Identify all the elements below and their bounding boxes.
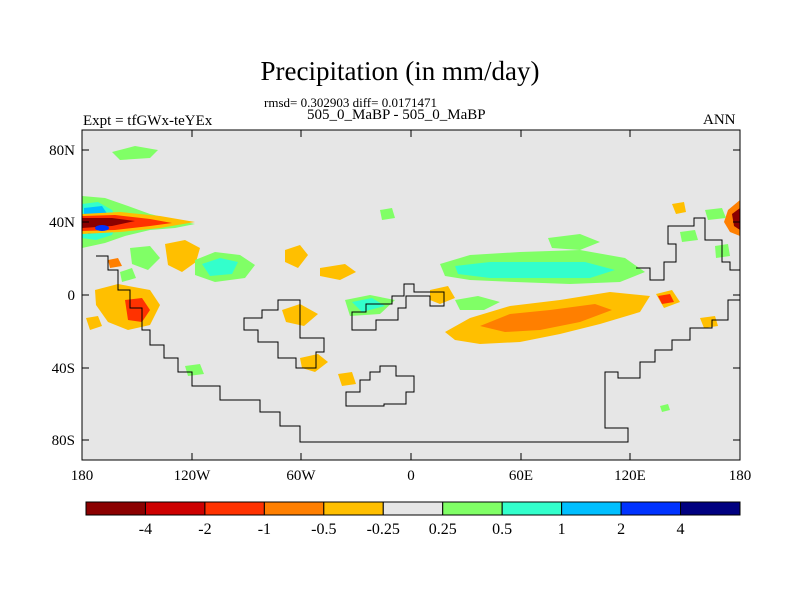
contour-sp-darkorange <box>480 304 612 332</box>
contour-misc-green-4 <box>680 230 698 242</box>
colorbar-labels: -4 -2 -1 -0.5 -0.25 0.25 0.5 1 2 4 <box>139 521 685 538</box>
lon-label-180w: 180 <box>71 468 94 484</box>
lon-tick-labels: 180 120W 60W 0 60E 120E 180 <box>71 468 752 484</box>
lat-label-0: 0 <box>68 288 76 304</box>
coastline-west <box>96 217 741 443</box>
lat-ticks <box>82 149 740 441</box>
coastline-central <box>243 299 325 369</box>
colorbar-swatch <box>85 501 146 516</box>
contour-wp-small-2 <box>120 268 136 282</box>
colorbar-swatch <box>204 501 265 516</box>
colorbar-label: 4 <box>677 521 685 538</box>
lon-label-0: 0 <box>407 468 415 484</box>
lon-label-180e: 180 <box>729 468 752 484</box>
case-comparison-label: 505_0_MaBP - 505_0_MaBP <box>307 107 486 123</box>
continent-outlines <box>96 217 741 443</box>
lat-label-80s: 80S <box>52 433 75 449</box>
contour-east-orange-patch <box>672 202 686 214</box>
colorbar-label: -0.25 <box>367 521 400 538</box>
contour-east-darkred <box>732 208 740 230</box>
plot-title: Precipitation (in mm/day) <box>260 56 540 86</box>
colorbar-swatch <box>680 501 741 516</box>
contour-cpac-orange-2 <box>285 245 308 268</box>
season-label: ANN <box>703 112 736 128</box>
colorbar-label: -2 <box>198 521 211 538</box>
contour-misc-orange-5 <box>430 286 455 304</box>
contour-cpac-orange <box>165 240 200 272</box>
lat-label-40s: 40S <box>52 361 75 377</box>
contour-eq-cyan-band <box>455 262 615 278</box>
colorbar-label: -4 <box>139 521 152 538</box>
colorbar-swatch <box>263 501 325 516</box>
colorbar-swatch <box>442 501 503 516</box>
contour-misc-green-2 <box>380 208 395 220</box>
colorbar-swatch <box>323 501 384 516</box>
contour-cpac-green-2 <box>130 246 160 270</box>
contour-misc-orange-6 <box>700 316 718 328</box>
lon-ticks <box>81 130 741 460</box>
contour-pacific-navy-core <box>95 225 109 231</box>
contour-misc-green-5 <box>660 404 670 412</box>
colorbar-swatch <box>620 501 682 516</box>
lon-label-60w: 60W <box>286 468 316 484</box>
colorbar-label: -0.5 <box>311 521 336 538</box>
contour-misc-red <box>658 294 674 304</box>
experiment-label: Expt = tfGWx-teYEx <box>83 113 213 129</box>
colorbar-label: 2 <box>617 521 625 538</box>
lat-tick-labels: 80N 40N 0 40S 80S <box>49 143 75 449</box>
colorbar-label: 1 <box>558 521 566 538</box>
coastline-antarctic-block <box>345 365 415 407</box>
lon-label-120w: 120W <box>174 468 212 484</box>
contour-wp-orange-2 <box>86 316 102 330</box>
coastline-east-block <box>351 283 445 331</box>
contour-cpac-cyan <box>202 258 238 276</box>
colorbar-swatch <box>501 501 563 516</box>
colorbar-swatch <box>561 501 622 516</box>
contour-eq-green-4 <box>548 234 600 250</box>
colorbar-label: -1 <box>258 521 271 538</box>
contour-wp-small <box>108 258 122 268</box>
contour-pacific-darkred-band <box>82 218 135 228</box>
lat-label-40n: 40N <box>49 215 75 231</box>
map-background <box>82 130 740 460</box>
precipitation-anomaly-contours <box>82 146 740 412</box>
contour-wp-red <box>125 298 150 322</box>
colorbar-label: 0.25 <box>429 521 457 538</box>
contour-eq-cyan-2 <box>352 298 385 312</box>
lon-label-60e: 60E <box>509 468 533 484</box>
contour-cpac-orange-3 <box>320 264 356 280</box>
colorbar-swatch <box>144 501 206 516</box>
lat-label-80n: 80N <box>49 143 75 159</box>
contour-misc-green <box>112 146 158 160</box>
colorbar-label: 0.5 <box>492 521 512 538</box>
contour-east-green-patches <box>705 208 730 258</box>
colorbar <box>85 501 741 516</box>
contour-eq-green-3 <box>455 296 500 310</box>
contour-misc-orange-2 <box>338 372 356 386</box>
colorbar-swatch <box>382 501 444 516</box>
contour-misc-green-3 <box>185 364 204 376</box>
lon-label-120e: 120E <box>614 468 646 484</box>
statistics-label: rmsd= 0.302903 diff= 0.0171471 <box>264 95 437 110</box>
